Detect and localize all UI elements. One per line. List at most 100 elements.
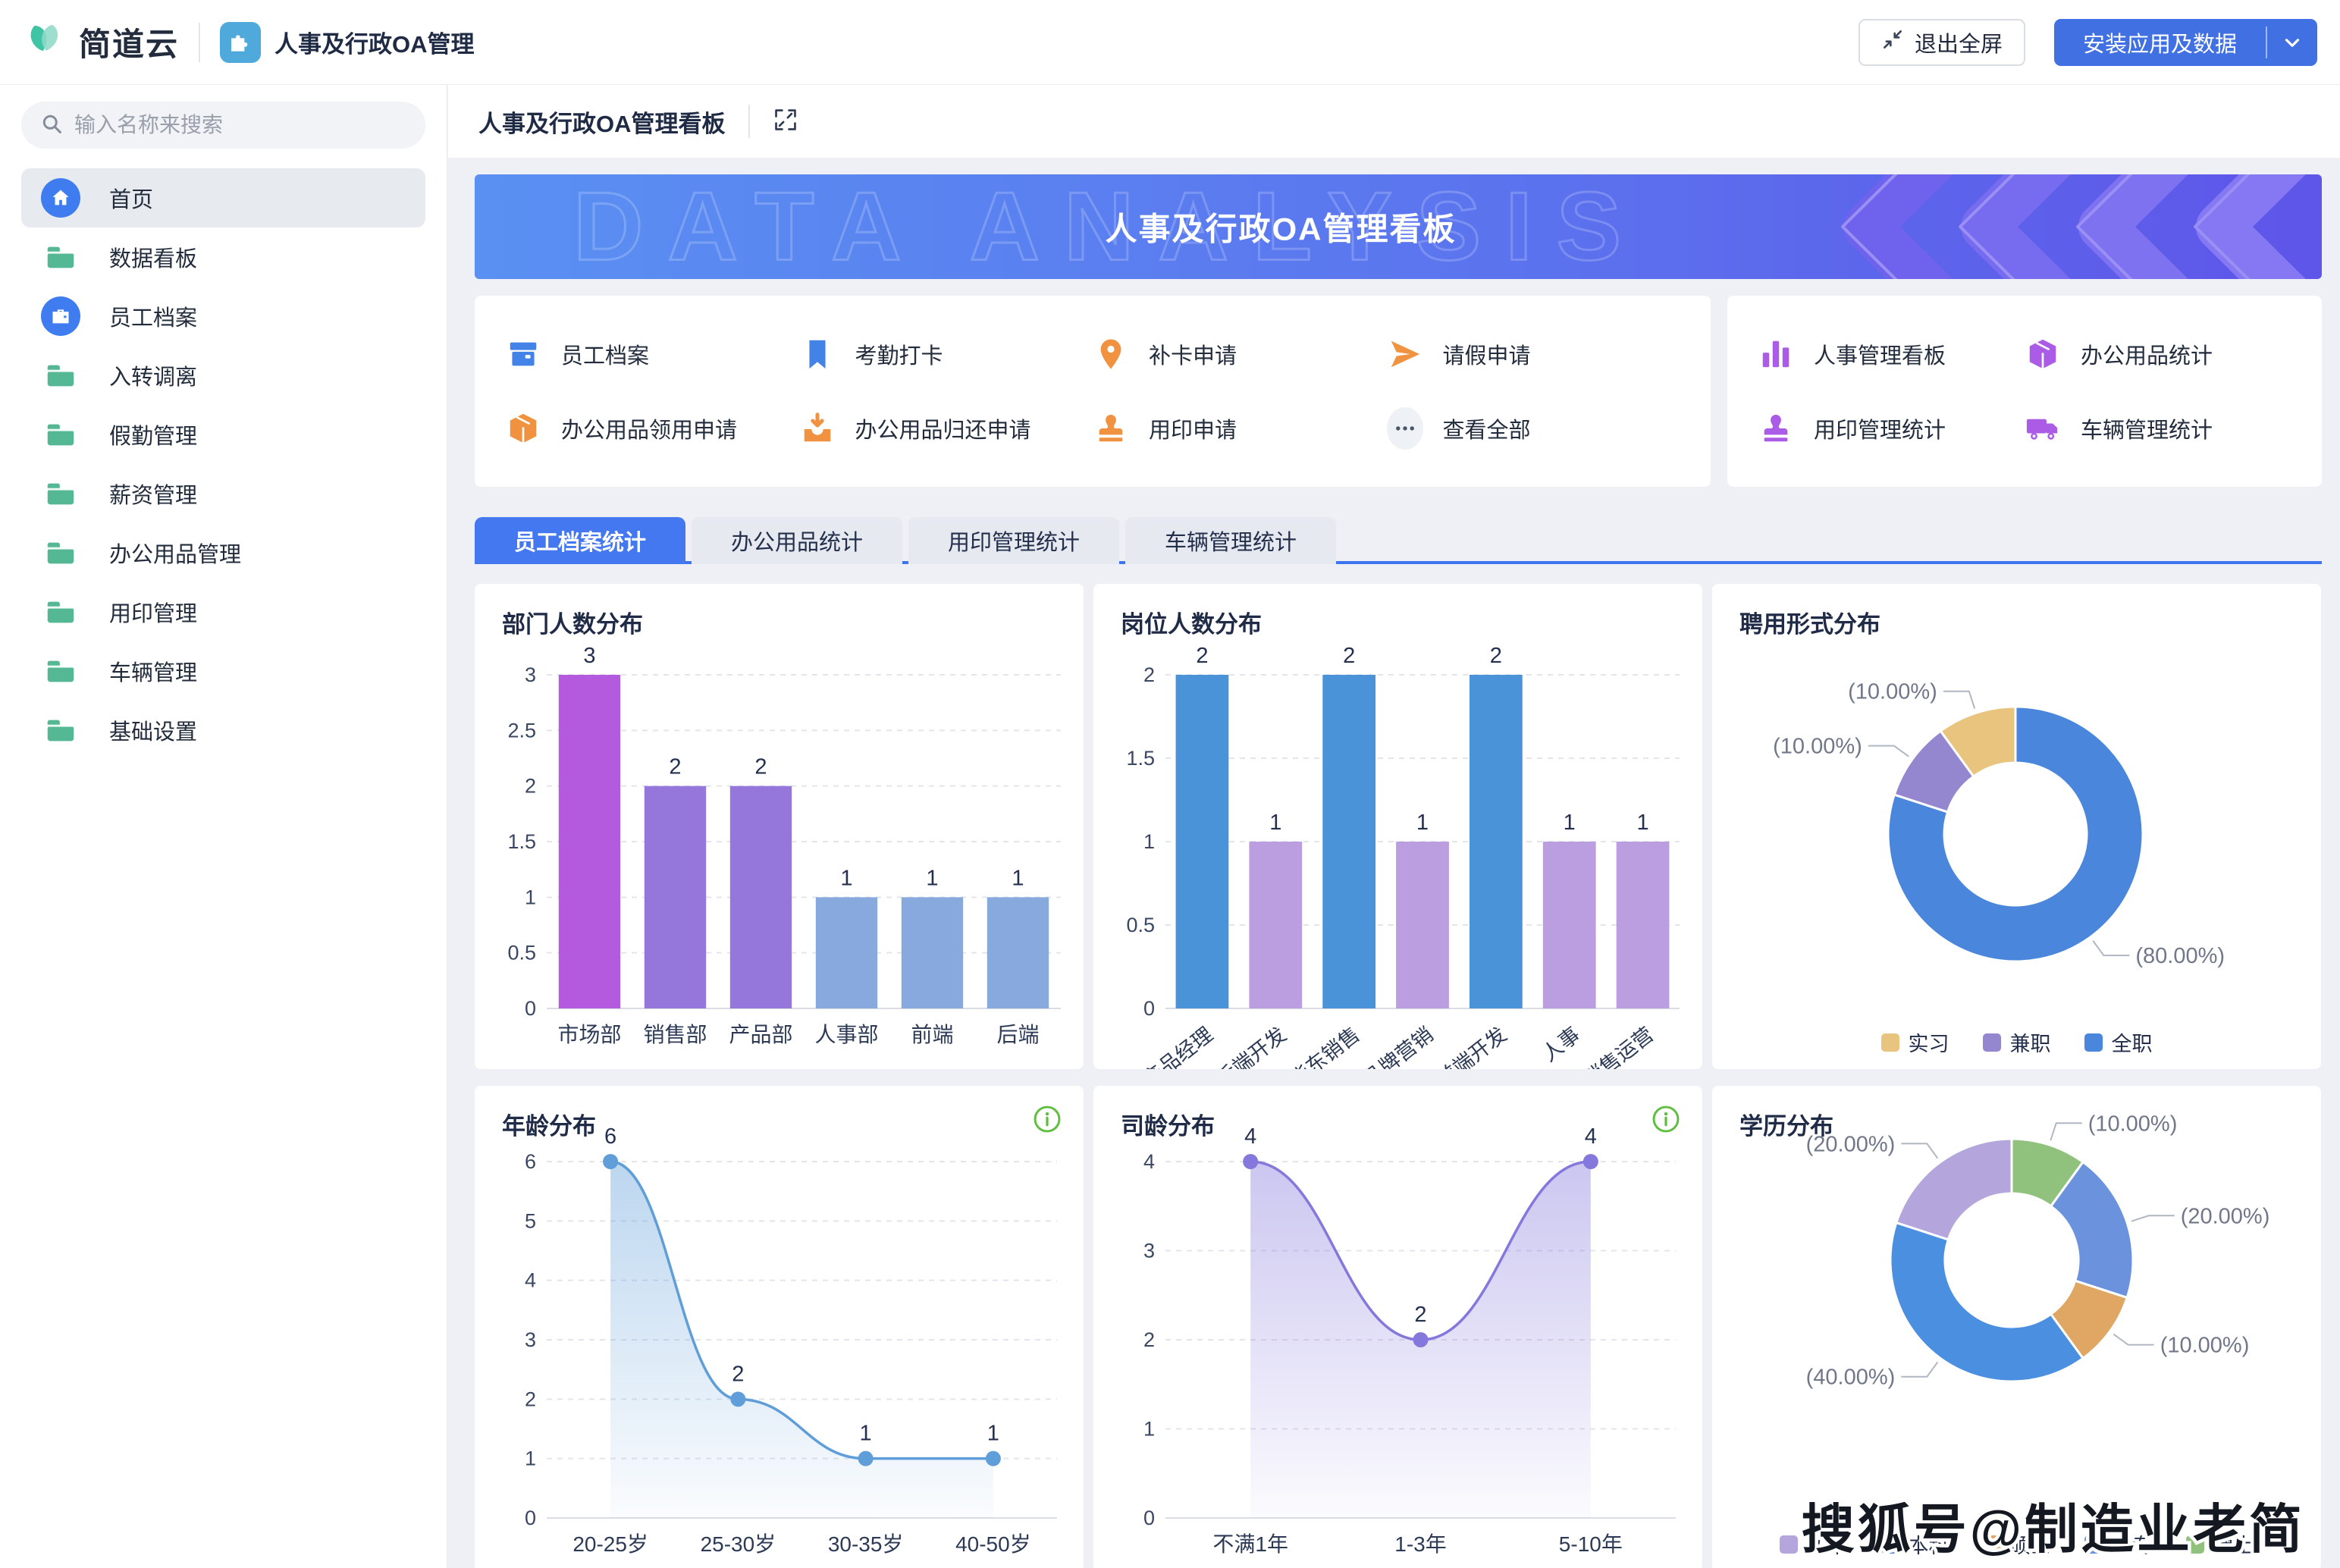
quick-link[interactable]: 办公用品归还申请	[799, 391, 1093, 466]
legend-swatch	[2185, 1535, 2204, 1554]
quick-link[interactable]: 用印管理统计	[1758, 391, 2025, 466]
install-app-button[interactable]: 安装应用及数据	[2053, 18, 2317, 66]
tab-用印管理统计[interactable]: 用印管理统计	[908, 517, 1120, 564]
quick-link-label: 用印申请	[1149, 419, 1237, 443]
quick-link-label: 补卡申请	[1149, 344, 1237, 368]
legend-item[interactable]: 实习	[1880, 1027, 1949, 1057]
tab-员工档案统计[interactable]: 员工档案统计	[475, 517, 686, 564]
chart-card-学历分布: 学历分布 (10.00%) (20.00%) (10.00%) (40.00%) (20.…	[1712, 1086, 2321, 1568]
sidebar-item[interactable]: 员工档案	[21, 287, 425, 346]
quick-link[interactable]: 查看全部	[1386, 391, 1681, 466]
sidebar-item[interactable]: 基础设置	[21, 701, 425, 760]
sidebar-search[interactable]	[21, 102, 425, 149]
sidebar-item-label: 数据看板	[109, 247, 198, 271]
chevron-down-icon[interactable]	[2267, 19, 2317, 66]
svg-text:2: 2	[1490, 644, 1502, 668]
puzzle-icon	[228, 28, 253, 56]
legend-item[interactable]: 本科	[1880, 1529, 1949, 1559]
quick-link-label: 人事管理看板	[1814, 344, 1946, 368]
folder-icon	[41, 710, 80, 750]
folder-icon	[41, 237, 80, 277]
svg-text:2: 2	[669, 755, 681, 779]
legend-item[interactable]: 博士	[2185, 1529, 2254, 1559]
tab-车辆管理统计[interactable]: 车辆管理统计	[1125, 517, 1337, 564]
svg-text:前端开发: 前端开发	[1432, 1023, 1511, 1069]
legend-label: 硕士	[2009, 1535, 2051, 1557]
app-title: 人事及行政OA管理	[274, 31, 475, 58]
chart-card-部门人数分布: 部门人数分布 0 0.5 1 1.5 2 2.5 3 3 市场部 2 销售部 2 产品部 1 人事部 1 前端 1 后…	[475, 584, 1084, 1069]
quick-link[interactable]: 车辆管理统计	[2025, 391, 2291, 466]
banner-chevron-decor	[1841, 174, 2306, 279]
folder-icon	[41, 533, 80, 572]
legend-item[interactable]: 大专	[2084, 1529, 2153, 1559]
quick-link[interactable]: 办公用品领用申请	[505, 391, 799, 466]
card-icon	[41, 296, 80, 336]
sidebar-item[interactable]: 薪资管理	[21, 464, 425, 523]
svg-text:2: 2	[1143, 663, 1155, 686]
sidebar-item-label: 假勤管理	[109, 425, 198, 449]
quick-link[interactable]: 办公用品统计	[2025, 317, 2291, 391]
quick-link[interactable]: 考勤打卡	[799, 317, 1093, 391]
legend-label: 实习	[1908, 1033, 1949, 1055]
info-icon[interactable]	[1034, 1105, 1061, 1137]
sidebar-item[interactable]: 假勤管理	[21, 405, 425, 464]
quick-link[interactable]: 请假申请	[1387, 317, 1681, 391]
svg-text:人事部: 人事部	[814, 1023, 878, 1046]
sidebar-item[interactable]: 首页	[21, 168, 425, 227]
quick-link-label: 用印管理统计	[1814, 419, 1946, 443]
quick-link[interactable]: 补卡申请	[1093, 317, 1387, 391]
legend-item[interactable]: 初中	[1779, 1529, 1848, 1559]
sidebar-item[interactable]: 入转调离	[21, 346, 425, 405]
svg-text:(80.00%): (80.00%)	[2135, 944, 2225, 968]
svg-text:1: 1	[926, 866, 938, 890]
legend-item[interactable]: 兼职	[1982, 1027, 2051, 1057]
sidebar-item[interactable]: 用印管理	[21, 582, 425, 641]
banner-title: 人事及行政OA管理看板	[1105, 211, 1457, 247]
chart-canvas: 0 1 2 3 4 4 不满1年 2 1-3年 4 5-10年	[1143, 1124, 1676, 1556]
quick-link-label: 考勤打卡	[855, 344, 943, 368]
svg-text:1: 1	[1416, 811, 1429, 835]
svg-text:0: 0	[525, 997, 536, 1020]
svg-text:后端开发: 后端开发	[1212, 1023, 1291, 1069]
chart-canvas: 0 0.5 1 1.5 2 2 产品经理 1 后端开发 2 华东销售 1 品牌营销 2 前端开发 1 人事 1 销售…	[1126, 644, 1680, 1069]
quick-link[interactable]: 员工档案	[505, 317, 799, 391]
stamp-icon	[1093, 410, 1129, 447]
expand-fullscreen-icon[interactable]	[773, 107, 798, 136]
info-icon[interactable]	[1652, 1105, 1680, 1137]
sidebar-item[interactable]: 数据看板	[21, 227, 425, 287]
quick-link-label: 查看全部	[1442, 419, 1531, 443]
chart-canvas: (80.00%) (10.00%) (10.00%)	[1773, 680, 2225, 968]
sidebar-item[interactable]: 办公用品管理	[21, 523, 425, 582]
svg-text:2: 2	[754, 755, 767, 779]
sidebar-item[interactable]: 车辆管理	[21, 641, 425, 701]
chart-legend: 初中 本科 硕士 大专 博士	[1712, 1529, 2321, 1559]
logo[interactable]: 简道云	[23, 18, 179, 66]
svg-text:(10.00%): (10.00%)	[1848, 680, 1937, 704]
folder-icon	[41, 592, 80, 632]
svg-text:20-25岁: 20-25岁	[572, 1532, 648, 1556]
legend-item[interactable]: 全职	[2084, 1027, 2153, 1057]
quick-link[interactable]: 用印申请	[1093, 391, 1387, 466]
svg-text:0: 0	[1143, 997, 1155, 1020]
svg-text:1: 1	[1143, 1418, 1155, 1441]
search-input[interactable]	[74, 113, 407, 137]
svg-text:(40.00%): (40.00%)	[1806, 1366, 1896, 1390]
legend-swatch	[1880, 1535, 1899, 1554]
svg-text:1.5: 1.5	[507, 830, 536, 853]
quick-link[interactable]: 人事管理看板	[1758, 317, 2025, 391]
svg-text:3: 3	[525, 1328, 536, 1351]
svg-text:1: 1	[1637, 811, 1649, 835]
legend-item[interactable]: 硕士	[1982, 1529, 2051, 1559]
chart-title: 部门人数分布	[502, 611, 643, 638]
svg-text:4: 4	[1143, 1150, 1155, 1173]
exit-fullscreen-button[interactable]: 退出全屏	[1858, 18, 2025, 66]
chart-canvas: (10.00%) (20.00%) (10.00%) (40.00%) (20.00%)	[1806, 1112, 2270, 1390]
legend-label: 全职	[2111, 1033, 2153, 1055]
quick-link-label: 车辆管理统计	[2081, 419, 2213, 443]
tab-办公用品统计[interactable]: 办公用品统计	[692, 517, 903, 564]
chart-title: 年龄分布	[502, 1113, 596, 1140]
app-badge[interactable]	[220, 21, 262, 63]
svg-text:2: 2	[1343, 644, 1355, 668]
chart-title: 学历分布	[1739, 1113, 1833, 1140]
